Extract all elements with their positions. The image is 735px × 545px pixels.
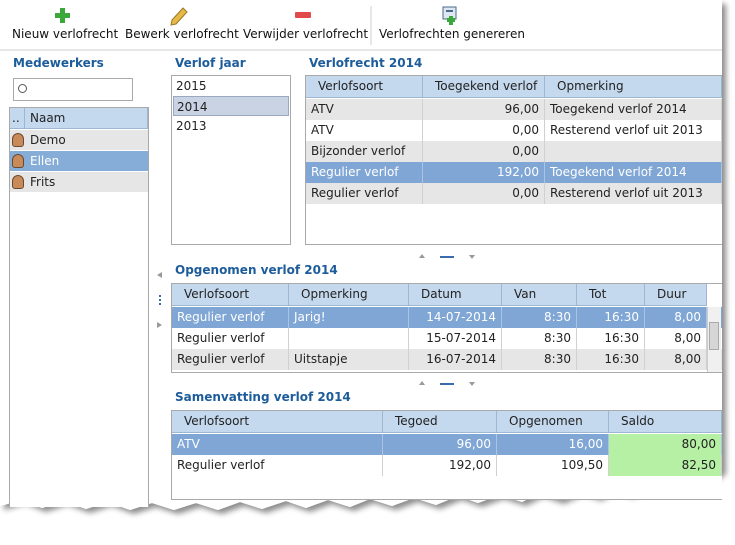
table-cell: 16-07-2014 bbox=[409, 349, 502, 370]
table-cell: Regulier verlof bbox=[172, 455, 383, 476]
table-header: .. bbox=[10, 108, 25, 129]
table-cell: Jarig! bbox=[289, 307, 409, 328]
table-header: Opmerking bbox=[289, 284, 409, 306]
toolbar-button[interactable]: Verwijder verlofrecht bbox=[243, 27, 369, 41]
panel-title: Verlof jaar bbox=[175, 56, 246, 70]
table-cell: 80,00 bbox=[609, 434, 722, 455]
table-header: Van bbox=[502, 284, 577, 306]
table-row[interactable] bbox=[172, 434, 722, 455]
search-icon bbox=[18, 84, 27, 93]
icon-generate bbox=[442, 6, 457, 25]
table-cell: Uitstapje bbox=[289, 349, 409, 370]
avatar-icon bbox=[12, 133, 24, 147]
table-cell[interactable]: Ellen bbox=[30, 154, 60, 168]
table-header: Toegekend verlof bbox=[423, 76, 545, 98]
table-cell: 8:30 bbox=[502, 328, 577, 349]
table-header: Duur bbox=[645, 284, 707, 306]
table-row[interactable] bbox=[306, 99, 722, 120]
table-cell: 8,00 bbox=[645, 328, 707, 349]
table-cell: 0,00 bbox=[423, 141, 545, 162]
table-cell: 8,00 bbox=[645, 307, 707, 328]
year-item[interactable]: 2013 bbox=[176, 119, 207, 133]
table-cell: Regulier verlof bbox=[306, 162, 423, 183]
table-cell: ATV bbox=[306, 99, 423, 120]
table-cell: 82,50 bbox=[609, 455, 722, 476]
table-cell: 8:30 bbox=[502, 307, 577, 328]
table-cell bbox=[289, 328, 409, 349]
table-cell: ATV bbox=[306, 120, 423, 141]
toolbar-button[interactable]: Bewerk verlofrecht bbox=[125, 27, 239, 41]
table-cell: 192,00 bbox=[423, 162, 545, 183]
table-header: Verlofsoort bbox=[306, 76, 423, 98]
panel-title: Opgenomen verlof 2014 bbox=[175, 263, 338, 277]
employee-row[interactable] bbox=[10, 130, 148, 151]
table-cell: Regulier verlof bbox=[172, 307, 289, 328]
table-cell: 8:30 bbox=[502, 349, 577, 370]
table-cell: Resterend verlof uit 2013 bbox=[545, 120, 722, 141]
table-cell: 15-07-2014 bbox=[409, 328, 502, 349]
table-header: Verlofsoort bbox=[172, 284, 289, 306]
table-cell: 192,00 bbox=[383, 455, 497, 476]
table-cell: 14-07-2014 bbox=[409, 307, 502, 328]
table-cell: Regulier verlof bbox=[172, 328, 289, 349]
table-header: Opmerking bbox=[545, 76, 722, 98]
table-cell: 96,00 bbox=[383, 434, 497, 455]
panel-title: Samenvatting verlof 2014 bbox=[175, 390, 351, 404]
table-header: Opgenomen bbox=[497, 411, 609, 433]
table-row[interactable] bbox=[306, 183, 722, 204]
table-cell[interactable]: Frits bbox=[30, 175, 56, 189]
employee-row[interactable] bbox=[10, 151, 148, 172]
table-cell: Toegekend verlof 2014 bbox=[545, 162, 722, 183]
table-cell: 16:30 bbox=[577, 307, 645, 328]
table-cell: Bijzonder verlof bbox=[306, 141, 423, 162]
avatar-icon bbox=[12, 175, 24, 189]
year-item[interactable]: 2014 bbox=[173, 96, 289, 116]
table-cell: 109,50 bbox=[497, 455, 609, 476]
icon-add bbox=[55, 8, 70, 23]
panel-title: Verlofrecht 2014 bbox=[309, 56, 423, 70]
table-row[interactable] bbox=[172, 328, 722, 349]
icon-edit bbox=[170, 7, 188, 26]
table-cell: 16:30 bbox=[577, 349, 645, 370]
splitter-arrows bbox=[157, 254, 475, 386]
table-cell: ATV bbox=[172, 434, 383, 455]
search-box[interactable] bbox=[13, 78, 133, 101]
table-cell: Resterend verlof uit 2013 bbox=[545, 183, 722, 204]
table-header: Tot bbox=[577, 284, 645, 306]
table-row[interactable] bbox=[172, 349, 722, 370]
scroll-thumb[interactable] bbox=[709, 322, 719, 350]
table-cell[interactable]: Demo bbox=[30, 133, 66, 147]
table-cell bbox=[545, 141, 722, 162]
table-header: Verlofsoort bbox=[172, 411, 383, 433]
table-row[interactable] bbox=[306, 141, 722, 162]
table-cell: 16,00 bbox=[497, 434, 609, 455]
table-cell: 0,00 bbox=[423, 120, 545, 141]
toolbar-button[interactable]: Nieuw verlofrecht bbox=[12, 27, 119, 41]
table-header: Saldo bbox=[609, 411, 722, 433]
table-cell: 96,00 bbox=[423, 99, 545, 120]
table-row[interactable] bbox=[306, 162, 722, 183]
avatar-icon bbox=[12, 154, 24, 168]
table-cell: Toegekend verlof 2014 bbox=[545, 99, 722, 120]
table-cell: 8,00 bbox=[645, 349, 707, 370]
table-header: Naam bbox=[25, 108, 148, 129]
table-cell: 16:30 bbox=[577, 328, 645, 349]
panel-title: Medewerkers bbox=[13, 56, 104, 70]
table-header: Tegoed bbox=[383, 411, 497, 433]
table-row[interactable] bbox=[306, 120, 722, 141]
employee-row[interactable] bbox=[10, 172, 148, 193]
table-row[interactable] bbox=[172, 455, 722, 476]
year-item[interactable]: 2015 bbox=[176, 79, 207, 93]
toolbar-button[interactable]: Verlofrechten genereren bbox=[379, 27, 525, 41]
table-cell: Regulier verlof bbox=[172, 349, 289, 370]
table-cell: 0,00 bbox=[423, 183, 545, 204]
table-header: Datum bbox=[409, 284, 502, 306]
table-row[interactable] bbox=[172, 307, 722, 328]
table-cell: Regulier verlof bbox=[306, 183, 423, 204]
icon-delete bbox=[295, 12, 311, 18]
